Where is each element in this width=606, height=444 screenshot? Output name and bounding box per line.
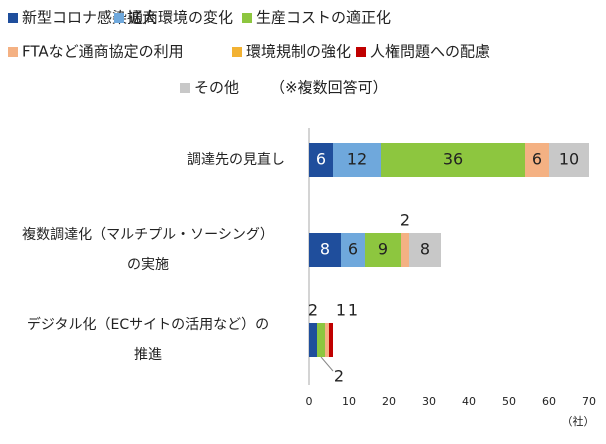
data-label: 2 <box>334 367 344 386</box>
bar-segment <box>525 143 549 177</box>
data-label: 6 <box>316 150 326 169</box>
x-tick-label: 20 <box>382 395 396 408</box>
bar-segment <box>309 233 341 267</box>
category-label: 複数調達化（マルチプル・ソーシング） <box>22 226 274 243</box>
legend-swatch <box>8 47 18 57</box>
category-label: 推進 <box>134 347 162 363</box>
category-label: デジタル化（ECサイトの活用など）の <box>27 316 269 333</box>
bar-segment <box>309 143 333 177</box>
x-tick-label: 10 <box>342 395 356 408</box>
note: （※複数回答可） <box>270 79 388 97</box>
x-tick-label: 40 <box>462 395 476 408</box>
data-label: 2 <box>308 301 318 320</box>
bar-segment <box>329 323 333 357</box>
bar-segment <box>409 233 441 267</box>
legend-label: 通商環境の変化 <box>128 9 233 27</box>
bar-segment <box>549 143 589 177</box>
x-tick-label: 70 <box>582 395 596 408</box>
legend-label: その他 <box>194 79 239 97</box>
legend-label: 環境規制の強化 <box>246 43 351 61</box>
legend-swatch <box>180 83 190 93</box>
data-label: 12 <box>347 150 367 169</box>
data-label: 8 <box>420 240 430 259</box>
data-label: 2 <box>400 211 410 230</box>
legend-swatch <box>232 47 242 57</box>
legend-swatch <box>242 13 252 23</box>
legend-label: 人権問題への配慮 <box>370 43 490 61</box>
data-label: 8 <box>320 240 330 259</box>
legend-swatch <box>114 13 124 23</box>
bar-segment <box>365 233 401 267</box>
data-label: 10 <box>559 150 579 169</box>
bar-segment <box>325 323 329 357</box>
category-label: の実施 <box>127 257 169 273</box>
x-axis-label: （社） <box>562 414 595 428</box>
category-label: 調達先の見直し <box>187 151 285 168</box>
data-label: 6 <box>348 240 358 259</box>
legend-swatch <box>8 13 18 23</box>
bar-segment <box>317 323 325 357</box>
x-tick-label: 50 <box>502 395 516 408</box>
legend-label: FTAなど通商協定の利用 <box>22 43 184 61</box>
x-tick-label: 60 <box>542 395 556 408</box>
data-label: 1 <box>348 301 358 320</box>
bar-segment <box>381 143 525 177</box>
leader-line <box>320 356 334 372</box>
x-tick-label: 30 <box>422 395 436 408</box>
data-label: 1 <box>336 301 346 320</box>
data-label: 36 <box>443 150 463 169</box>
legend-label: 生産コストの適正化 <box>256 9 391 27</box>
x-tick-label: 0 <box>306 395 313 408</box>
bar-segment <box>341 233 365 267</box>
data-label: 6 <box>532 150 542 169</box>
bar-segment <box>309 323 317 357</box>
bar-segment <box>401 233 409 267</box>
data-label: 9 <box>378 240 388 259</box>
legend-swatch <box>356 47 366 57</box>
bar-segment <box>333 143 381 177</box>
